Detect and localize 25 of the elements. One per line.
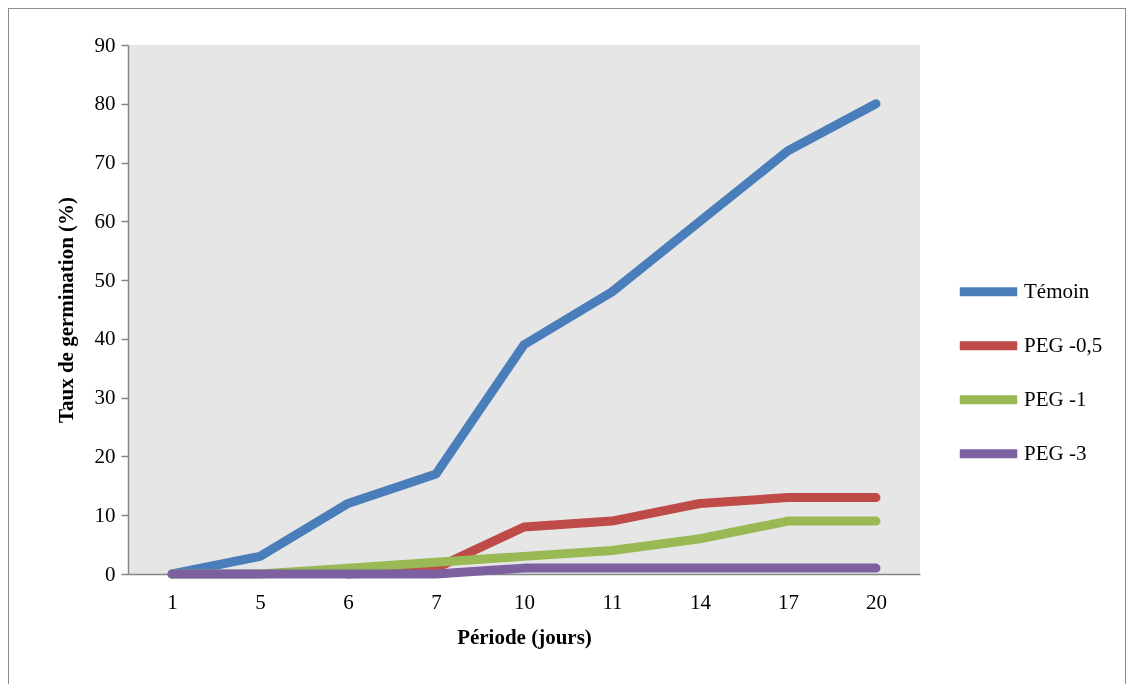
y-tick-label: 60 [94,208,116,233]
y-tick-label: 0 [105,561,116,586]
x-tick-label: 20 [866,589,887,614]
x-tick-label: 1 [167,589,178,614]
y-axis-title: Taux de germination (%) [53,196,78,424]
y-tick-label: 80 [94,91,116,116]
y-tick-label: 50 [94,267,116,292]
x-tick-label: 6 [343,589,354,614]
y-tick-label: 40 [94,326,116,351]
x-tick-label: 14 [690,589,712,614]
x-axis-title: Période (jours) [457,624,592,649]
y-tick-label: 20 [94,443,116,468]
x-tick-label: 7 [431,589,442,614]
y-tick-label: 70 [94,150,116,175]
x-tick-label: 5 [255,589,266,614]
legend-label: PEG -1 [1024,386,1087,411]
x-tick-label: 17 [778,589,799,614]
legend-label: Témoin [1024,278,1090,303]
y-tick-label: 10 [94,502,116,527]
x-tick-label: 10 [514,589,535,614]
y-tick-label: 30 [94,385,116,410]
x-tick-label: 11 [602,589,623,614]
legend-label: PEG -3 [1024,440,1087,465]
legend-label: PEG -0,5 [1024,332,1103,357]
y-tick-label: 90 [94,32,116,57]
